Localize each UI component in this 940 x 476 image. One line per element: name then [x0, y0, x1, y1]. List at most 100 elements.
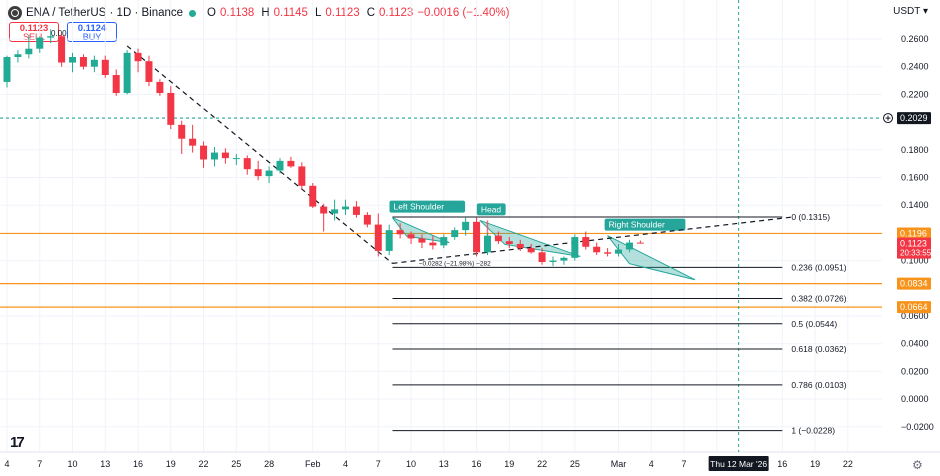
- candle-body[interactable]: [483, 235, 491, 253]
- time-axis-label: 16: [472, 459, 482, 469]
- trendline[interactable]: [126, 45, 393, 264]
- candle-body[interactable]: [363, 214, 371, 225]
- ohlc-close-value: 0.1123: [379, 7, 414, 19]
- current-price-label: 0.1123: [900, 239, 927, 249]
- candle-body[interactable]: [560, 257, 568, 261]
- candle-body[interactable]: [636, 242, 644, 244]
- price-axis-label: 0.2600: [901, 34, 929, 44]
- candle-body[interactable]: [69, 57, 77, 63]
- candle-body[interactable]: [243, 158, 251, 170]
- price-axis-label: 0.1600: [901, 173, 929, 183]
- candle-body[interactable]: [615, 249, 623, 254]
- candle-body[interactable]: [254, 169, 262, 177]
- candle-body[interactable]: [298, 166, 306, 186]
- trendline[interactable]: [392, 216, 794, 264]
- fib-level-label: 1 (−0.0228): [791, 426, 835, 436]
- candle-body[interactable]: [200, 145, 208, 160]
- candle-body[interactable]: [123, 52, 131, 94]
- candle-body[interactable]: [516, 243, 524, 249]
- pattern-label: Right Shoulder: [609, 220, 665, 230]
- measure-label: −0.0282 (−21.98%) −282: [419, 260, 491, 267]
- candle-body[interactable]: [232, 158, 240, 160]
- candle-body[interactable]: [167, 93, 175, 125]
- candle-body[interactable]: [549, 260, 557, 262]
- candle-body[interactable]: [473, 221, 481, 253]
- candle-body[interactable]: [494, 235, 502, 242]
- candle-body[interactable]: [604, 252, 612, 254]
- candle-body[interactable]: [309, 185, 317, 207]
- candle-body[interactable]: [145, 61, 153, 82]
- candle-body[interactable]: [538, 252, 546, 262]
- time-axis-label: Mar: [611, 459, 627, 469]
- candle-body[interactable]: [331, 209, 339, 214]
- candle-body[interactable]: [276, 160, 284, 171]
- candle-body[interactable]: [396, 230, 404, 235]
- candle-body[interactable]: [112, 75, 120, 94]
- candle-body[interactable]: [440, 237, 448, 246]
- price-tag-label: 0.0664: [900, 302, 928, 312]
- candle-body[interactable]: [527, 248, 535, 253]
- candle-body[interactable]: [265, 170, 273, 177]
- symbol-title[interactable]: ENA / TetherUS · 1D · Binance: [26, 7, 184, 19]
- candle-body[interactable]: [14, 54, 22, 58]
- buy-label: BUY: [82, 32, 102, 42]
- candle-body[interactable]: [221, 152, 229, 159]
- candle-body[interactable]: [287, 160, 295, 167]
- pattern-label-bg: [389, 200, 466, 213]
- spread-value: 0.0001: [51, 29, 76, 38]
- candle-body[interactable]: [90, 59, 98, 67]
- price-tag-bg: [897, 112, 931, 125]
- candle-body[interactable]: [25, 48, 33, 55]
- time-axis-label: Feb: [305, 459, 321, 469]
- candle-body[interactable]: [134, 52, 142, 62]
- time-axis-label: 22: [537, 459, 547, 469]
- price-tag-bg: [897, 301, 931, 314]
- candle-body[interactable]: [582, 237, 590, 247]
- candle-body[interactable]: [625, 242, 633, 250]
- candle-body[interactable]: [374, 224, 382, 251]
- time-axis-label: 4: [4, 459, 9, 469]
- gear-icon[interactable]: ⚙: [912, 458, 923, 472]
- candle-body[interactable]: [407, 234, 415, 239]
- candle-body[interactable]: [47, 36, 55, 38]
- candle-body[interactable]: [352, 206, 360, 215]
- candle-body[interactable]: [385, 230, 393, 251]
- price-axis-label: 0.1800: [901, 145, 929, 155]
- candle-body[interactable]: [36, 37, 44, 49]
- sell-button[interactable]: 0.1123 SELL: [9, 22, 59, 42]
- candle-body[interactable]: [58, 36, 66, 63]
- candle-body[interactable]: [418, 238, 426, 243]
- ohlc-low-value: 0.1123: [325, 7, 360, 19]
- candle-body[interactable]: [189, 138, 197, 146]
- pattern-shape-0[interactable]: [392, 217, 450, 244]
- candle-body[interactable]: [156, 81, 164, 94]
- candle-body[interactable]: [320, 206, 328, 214]
- candle-body[interactable]: [342, 206, 350, 210]
- ohlc-open-value: 0.1138: [219, 7, 255, 19]
- candle-body[interactable]: [593, 246, 601, 253]
- candle-body[interactable]: [429, 242, 437, 246]
- time-axis-label: 7: [376, 459, 381, 469]
- candle-body[interactable]: [462, 221, 470, 231]
- price-axis-label: 0.0400: [901, 339, 929, 349]
- pattern-shape-1[interactable]: [479, 219, 581, 257]
- price-axis-label: 0.0000: [901, 394, 929, 404]
- candle-body[interactable]: [210, 152, 218, 160]
- candle-body[interactable]: [451, 230, 459, 238]
- time-axis-label: 25: [570, 459, 580, 469]
- currency-selector[interactable]: USDT ▾: [893, 6, 928, 17]
- candle-body[interactable]: [3, 57, 11, 82]
- candle-body[interactable]: [79, 57, 87, 67]
- currency-label: USDT: [893, 6, 921, 17]
- time-axis-label: 13: [439, 459, 449, 469]
- candle-body[interactable]: [571, 237, 579, 258]
- tradingview-logo-icon[interactable]: 17: [10, 434, 25, 451]
- buy-price: 0.1124: [77, 23, 107, 34]
- buy-button[interactable]: 0.1124 BUY: [67, 22, 117, 42]
- candle-body[interactable]: [101, 59, 109, 76]
- candle-body[interactable]: [178, 124, 186, 139]
- time-axis-label: 19: [810, 459, 820, 469]
- candle-body[interactable]: [505, 241, 513, 244]
